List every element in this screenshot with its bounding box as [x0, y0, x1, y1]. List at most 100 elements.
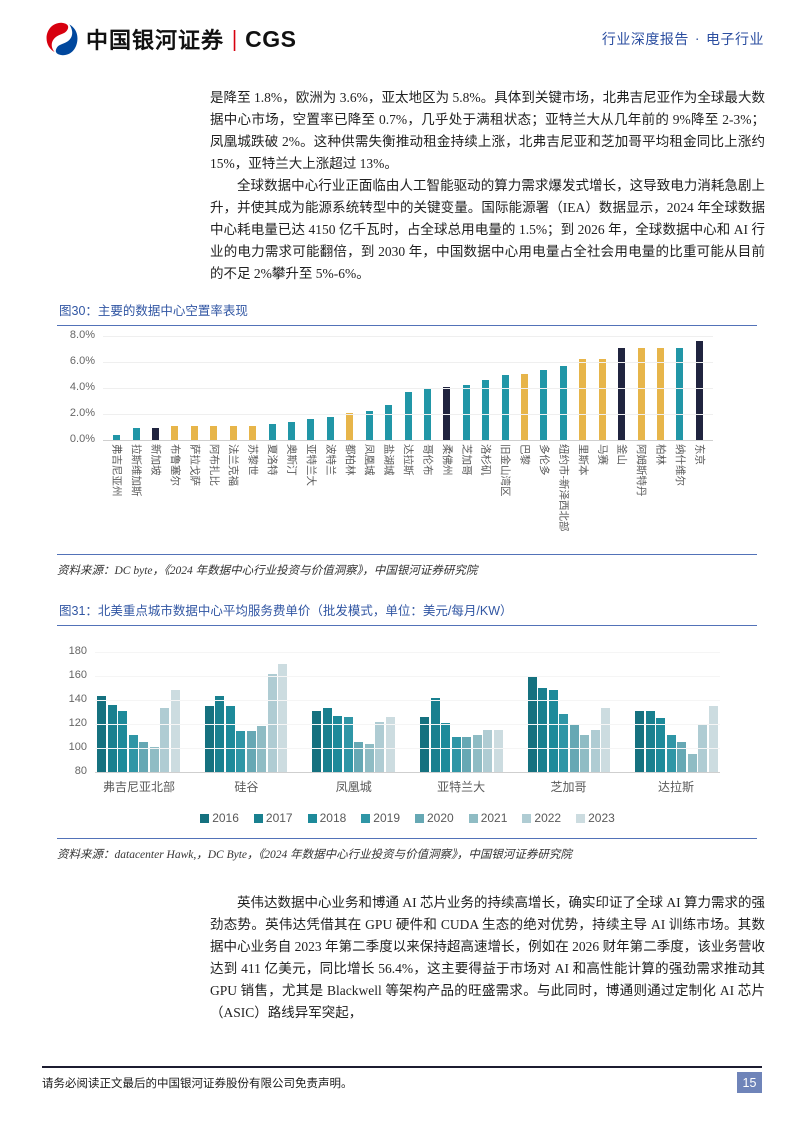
bar	[139, 742, 148, 772]
legend-item: 2019	[361, 811, 400, 825]
bar	[107, 704, 117, 772]
bar-column	[457, 336, 476, 440]
gridline	[95, 676, 720, 677]
figure-31-title: 图31：北美重点城市数据中心平均服务费单价（批发模式，单位：美元/每月/KW）	[57, 597, 757, 626]
bar	[521, 373, 529, 440]
bar	[365, 411, 373, 440]
x-axis-label: 阿姆斯特丹	[631, 444, 650, 550]
brand-name-cn: 中国银河证券	[86, 28, 225, 53]
bar	[204, 706, 214, 772]
legend-year-label: 2020	[427, 811, 454, 825]
x-axis-label: 布鲁塞尔	[165, 444, 184, 550]
legend-item: 2016	[200, 811, 239, 825]
bar	[385, 716, 395, 772]
city-label: 柔佛州	[440, 444, 453, 476]
x-axis-label: 凤凰城	[359, 444, 378, 550]
x-axis-label: 纽约市-新泽西北部	[554, 444, 573, 550]
city-label: 达拉斯	[402, 444, 415, 476]
city-label: 凤凰城	[363, 444, 376, 476]
x-axis-label: 哥伦布	[418, 444, 437, 550]
city-label: 新加坡	[149, 444, 162, 476]
legend-year-label: 2019	[373, 811, 400, 825]
report-type-label: 行业深度报告 · 电子行业	[602, 29, 764, 49]
bar	[375, 721, 385, 772]
city-label: 达拉斯	[657, 780, 694, 794]
bar	[540, 369, 548, 440]
bar	[128, 734, 138, 772]
x-axis-label: 阿布扎比	[204, 444, 223, 550]
paragraph-1: 是降至 1.8%，欧洲为 3.6%，亚太地区为 5.8%。具体到关键市场，北弗吉…	[210, 90, 765, 171]
bar-column	[107, 336, 126, 440]
city-label: 纽约市-新泽西北部	[557, 444, 570, 532]
bar	[385, 404, 393, 440]
bar	[580, 734, 590, 772]
legend-swatch	[576, 813, 586, 823]
bar-column	[690, 336, 709, 440]
bar	[598, 359, 606, 440]
bar-group	[527, 652, 611, 772]
y-axis-tick: 80	[74, 765, 87, 777]
bar-column	[185, 336, 204, 440]
bar	[548, 690, 558, 772]
bar-column	[476, 336, 495, 440]
brand: 中国银河证券 | CGS	[45, 22, 296, 56]
bar	[472, 734, 482, 772]
bar	[695, 341, 703, 440]
bar	[229, 425, 237, 440]
city-label: 阿布扎比	[207, 444, 220, 486]
brand-divider: |	[232, 26, 238, 51]
bar	[171, 425, 179, 440]
disclaimer-text: 请务必阅读正文最后的中国银河证券股份有限公司免责声明。	[42, 1078, 353, 1090]
city-label: 布鲁塞尔	[168, 444, 181, 486]
city-label: 凤凰城	[335, 780, 372, 794]
gridline	[103, 336, 713, 337]
bar	[160, 708, 169, 772]
bar	[666, 734, 676, 772]
bar	[635, 710, 645, 772]
city-label: 哥伦布	[421, 444, 434, 476]
bar	[354, 742, 364, 772]
bar	[645, 710, 655, 772]
bar	[215, 696, 225, 772]
city-label: 奥斯汀	[285, 444, 298, 476]
legend-swatch	[307, 813, 317, 823]
legend-swatch	[415, 813, 424, 823]
figure-30-source: 资料来源：DC byte，《2024 年数据中心行业投资与价值洞察》，中国银河证…	[57, 565, 478, 577]
gridline	[103, 440, 713, 441]
city-label: 洛杉矶	[479, 444, 492, 476]
legend: 2016 2017 2018 2019 2020 2021 2022 2023	[95, 811, 720, 825]
legend-item: 2021	[468, 811, 507, 825]
y-axis-tick: 180	[68, 645, 87, 657]
bar-column	[651, 336, 670, 440]
city-label: 旧金山湾区	[499, 444, 512, 497]
bar	[462, 737, 472, 772]
x-axis-label: 萨拉戈萨	[185, 444, 204, 550]
bar-column	[670, 336, 689, 440]
city-label: 夏洛特	[266, 444, 279, 476]
x-axis-label: 奥斯汀	[282, 444, 301, 550]
bar	[579, 359, 587, 440]
bar	[618, 347, 626, 440]
city-label: 阿姆斯特丹	[635, 444, 648, 497]
y-axis-tick: 4.0%	[69, 381, 95, 393]
city-label: 里斯本	[576, 444, 589, 476]
bar-group	[204, 652, 288, 772]
y-axis-tick: 120	[68, 717, 87, 729]
body-text-block-1: 是降至 1.8%，欧洲为 3.6%，亚太地区为 5.8%。具体到关键市场，北弗吉…	[210, 87, 765, 285]
gridline	[95, 652, 720, 653]
city-label: 巴黎	[518, 444, 531, 465]
industry-name: 电子行业	[706, 33, 764, 48]
bar	[170, 690, 180, 772]
x-axis-label: 柏林	[651, 444, 670, 550]
legend-swatch	[522, 813, 532, 823]
bar-column	[126, 336, 145, 440]
x-axis-label: 柔佛州	[437, 444, 456, 550]
bar-column	[321, 336, 340, 440]
city-label: 芝加哥	[550, 780, 587, 794]
figure-31-source: 资料来源：datacenter Hawk,，DC Byte，《2024 年数据中…	[57, 849, 572, 861]
bar-column	[554, 336, 573, 440]
y-axis-tick: 100	[68, 741, 87, 753]
page-header: 中国银河证券 | CGS 行业深度报告 · 电子行业	[45, 22, 764, 56]
bar	[483, 730, 493, 772]
bar-column	[534, 336, 553, 440]
